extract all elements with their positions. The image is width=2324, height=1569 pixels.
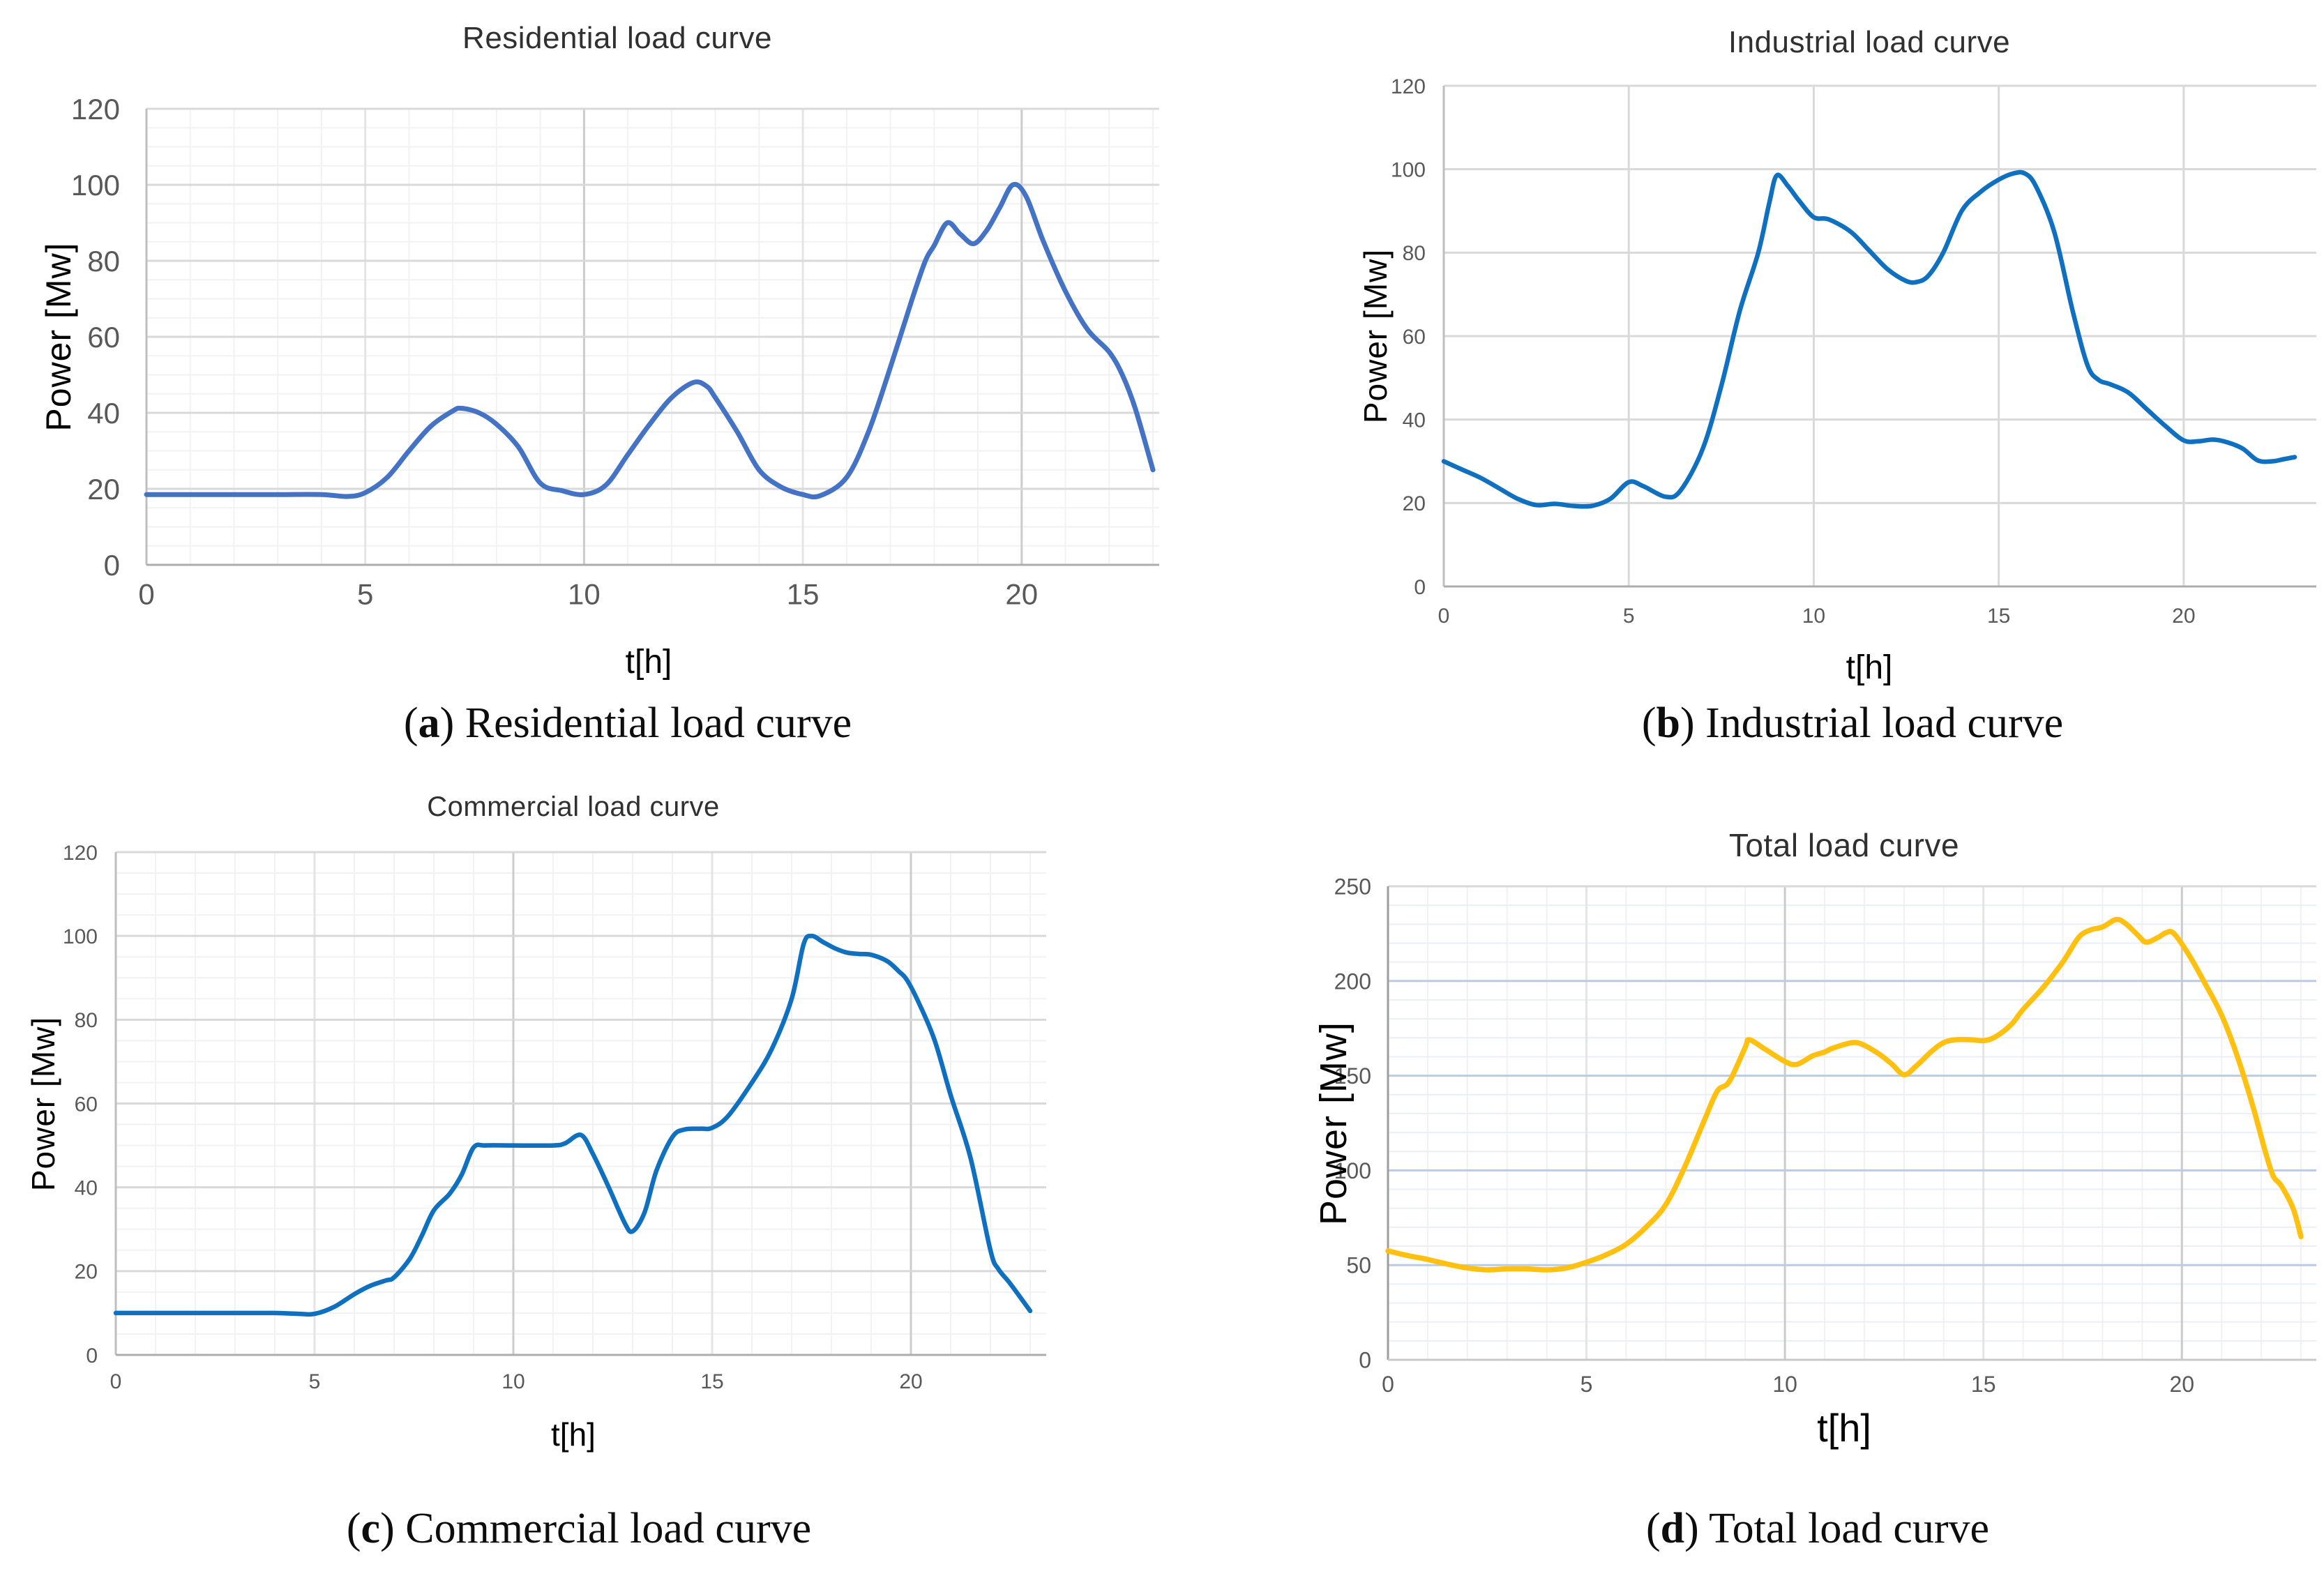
caption-d-paren-open: ( (1645, 1505, 1661, 1552)
load-curve-line (144, 181, 1156, 500)
industrial-chart-canvas: 0 5 10 15 20 0 20 40 60 80 100 120 (1391, 75, 2316, 628)
commercial-x-axis-label: t[h] (551, 1416, 596, 1453)
caption-a-paren-open: ( (403, 699, 418, 747)
y-tick-label: 100 (71, 169, 120, 202)
x-tick-label: 20 (899, 1370, 922, 1393)
x-tick-label: 20 (2172, 605, 2195, 628)
x-tick-label: 15 (700, 1370, 723, 1393)
residential-chart-title: Residential load curve (462, 21, 772, 55)
residential-x-axis-label: t[h] (625, 644, 672, 681)
x-tick-label: 0 (1382, 1372, 1394, 1397)
caption-d-text: ) Total load curve (1684, 1505, 1990, 1552)
caption-b-letter: b (1656, 699, 1680, 747)
industrial-x-axis-label: t[h] (1846, 649, 1893, 686)
x-tick-label: 15 (1971, 1372, 1996, 1397)
subplot-total: 0 5 10 15 20 0 50 100 150 200 250 Total load curve… (1162, 784, 2324, 1569)
subplot-commercial: 0 5 10 15 20 0 20 40 60 80 100 120 Commercial load … (0, 784, 1162, 1569)
caption-d: (d) Total load curve (1646, 1504, 1989, 1554)
caption-b-text: ) Industrial load curve (1680, 699, 2064, 747)
x-tick-label: 0 (138, 577, 154, 610)
x-tick-label: 10 (1802, 605, 1825, 628)
load-curve-line (1441, 169, 2297, 509)
x-tick-label: 20 (1005, 577, 1038, 610)
y-tick-label: 120 (71, 93, 120, 126)
residential-y-axis-label: Power [Mw] (39, 242, 78, 432)
y-tick-label: 60 (1403, 326, 1426, 349)
y-tick-label: 40 (87, 397, 120, 430)
y-tick-label: 80 (1403, 242, 1426, 265)
x-tick-label: 5 (1623, 605, 1635, 628)
caption-b-paren-open: ( (1641, 699, 1657, 747)
x-tick-label: 0 (1438, 605, 1450, 628)
y-tick-label: 20 (75, 1261, 98, 1284)
x-tick-label: 5 (309, 1370, 321, 1393)
total-y-axis-label: Power [Mw] (1313, 1021, 1355, 1226)
load-curve-line (1385, 916, 2304, 1273)
y-tick-label: 50 (1346, 1253, 1371, 1278)
x-tick-label: 10 (568, 577, 601, 610)
y-tick-label: 80 (75, 1009, 98, 1032)
x-tick-label: 15 (787, 577, 820, 610)
y-tick-label: 40 (75, 1176, 98, 1199)
caption-c-letter: c (361, 1505, 381, 1552)
y-tick-label: 200 (1334, 969, 1371, 994)
commercial-chart-title: Commercial load curve (427, 791, 720, 822)
caption-a: (a) Residential load curve (404, 699, 852, 748)
total-x-axis-label: t[h] (1817, 1406, 1871, 1450)
y-tick-label: 100 (1391, 158, 1426, 181)
y-tick-label: 60 (75, 1093, 98, 1116)
subplot-residential: 0 5 10 15 20 0 20 40 60 80 100 120 Residential load… (0, 0, 1162, 784)
y-tick-label: 80 (87, 245, 120, 278)
caption-b: (b) Industrial load curve (1642, 699, 2063, 748)
y-tick-label: 250 (1334, 874, 1371, 900)
y-tick-label: 20 (1403, 492, 1426, 515)
caption-a-text: ) Residential load curve (439, 699, 852, 747)
y-tick-label: 120 (63, 842, 98, 865)
total-chart-title: Total load curve (1728, 827, 1960, 863)
y-tick-label: 20 (87, 473, 120, 506)
y-tick-label: 60 (87, 321, 120, 354)
residential-chart-canvas: 0 5 10 15 20 0 20 40 60 80 100 120 (71, 93, 1159, 610)
x-tick-label: 5 (1580, 1372, 1593, 1397)
y-tick-label: 100 (1334, 1158, 1371, 1183)
subplot-industrial: 0 5 10 15 20 0 20 40 60 80 100 120 Industrial load … (1162, 0, 2324, 784)
industrial-chart-title: Industrial load curve (1728, 25, 2011, 59)
commercial-chart-canvas: 0 5 10 15 20 0 20 40 60 80 100 120 (63, 842, 1046, 1393)
y-tick-label: 40 (1403, 409, 1426, 432)
commercial-y-axis-label: Power [Mw] (25, 1016, 61, 1192)
caption-d-letter: d (1660, 1505, 1685, 1552)
load-curve-line (113, 933, 1033, 1317)
y-tick-label: 150 (1334, 1063, 1371, 1089)
caption-c: (c) Commercial load curve (347, 1504, 811, 1554)
caption-c-paren-open: ( (346, 1505, 361, 1552)
y-tick-label: 100 (63, 925, 98, 948)
x-tick-label: 20 (2169, 1372, 2194, 1397)
caption-a-letter: a (418, 699, 440, 747)
y-tick-label: 120 (1391, 75, 1426, 98)
x-tick-label: 15 (1987, 605, 2010, 628)
y-tick-label: 0 (104, 549, 120, 582)
x-tick-label: 0 (110, 1370, 122, 1393)
industrial-y-axis-label: Power [Mw] (1357, 248, 1394, 424)
y-tick-label: 0 (86, 1344, 98, 1367)
x-tick-label: 10 (1772, 1372, 1797, 1397)
caption-c-text: ) Commercial load curve (380, 1505, 812, 1552)
y-tick-label: 0 (1359, 1348, 1371, 1373)
x-tick-label: 10 (501, 1370, 525, 1393)
y-tick-label: 0 (1414, 576, 1426, 599)
x-tick-label: 5 (357, 577, 373, 610)
